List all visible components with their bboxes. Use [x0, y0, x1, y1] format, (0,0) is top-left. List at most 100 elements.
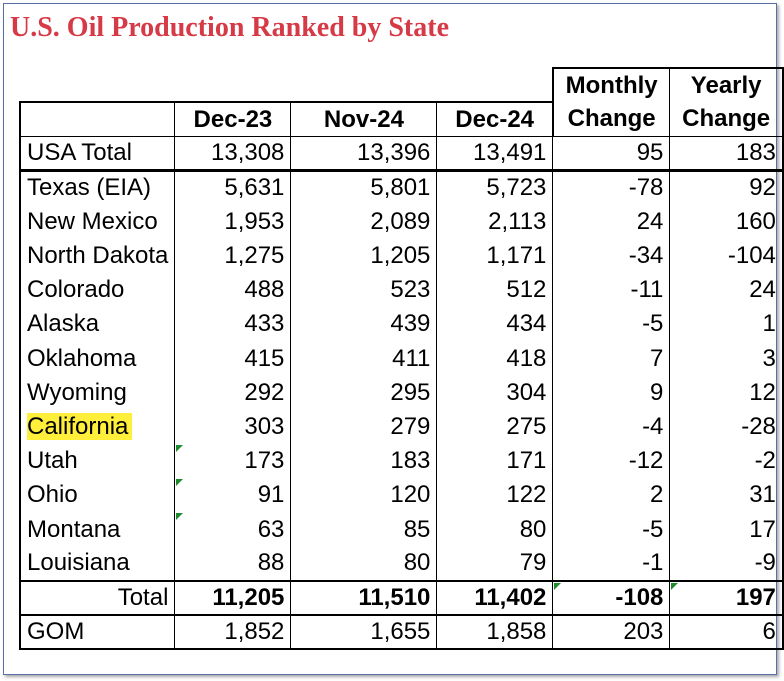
cell-dec24: 275: [436, 409, 554, 445]
cell-yearly: 12: [669, 375, 784, 410]
total-row: Total 11,205 11,510 11,402 -108 197: [19, 579, 784, 615]
header-yearly-top: Yearly: [669, 66, 784, 103]
cell-dec23: 173: [174, 444, 292, 479]
row-label: New Mexico: [19, 204, 176, 239]
row-label: Louisiana: [19, 546, 176, 581]
cell-yearly: 160: [669, 204, 784, 239]
cell-nov24: 85: [290, 512, 438, 547]
cell-nov24: 411: [290, 341, 438, 376]
page-title: U.S. Oil Production Ranked by State: [10, 12, 449, 43]
cell-dec23: 292: [174, 375, 292, 410]
cell-dec23: 88: [174, 546, 292, 581]
highlighted-label: California: [27, 412, 133, 440]
cell-nov24: 1,205: [290, 238, 438, 274]
row-label: Total: [19, 579, 176, 615]
row-label: Montana: [19, 512, 176, 547]
cell-dec23: 415: [174, 341, 292, 376]
cell-monthly: 95: [552, 135, 671, 171]
cell-monthly: -1: [552, 546, 671, 581]
table-row: Utah 173 183 171 -12 -2: [19, 444, 784, 479]
row-label: GOM: [19, 613, 176, 651]
cell-dec24: 304: [436, 375, 554, 410]
cell-nov24: 295: [290, 375, 438, 410]
cell-monthly: 203: [552, 613, 671, 651]
row-label: Alaska: [19, 307, 176, 342]
header-row-top: Monthly Yearly: [20, 66, 784, 103]
table-row: Texas (EIA) 5,631 5,801 5,723 -78 92: [19, 169, 784, 205]
cell-dec24: 418: [436, 341, 554, 376]
cell-dec23: 1,275: [174, 238, 292, 274]
cell-dec23: 1,852: [174, 613, 292, 651]
table-row: Montana 63 85 80 -5 17: [19, 512, 784, 547]
table-row: Louisiana 88 80 79 -1 -9: [19, 546, 784, 581]
cell-dec24: 11,402: [436, 579, 554, 615]
table-row: North Dakota 1,275 1,205 1,171 -34 -104: [19, 238, 784, 274]
table-row: New Mexico 1,953 2,089 2,113 24 160: [19, 204, 784, 239]
row-label: Oklahoma: [19, 341, 176, 376]
header-monthly-top: Monthly: [551, 66, 671, 103]
header-dec24: Dec-24: [436, 101, 554, 137]
cell-monthly: 24: [552, 204, 671, 239]
row-label: Utah: [19, 444, 176, 479]
table-row: Ohio 91 120 122 2 31: [19, 478, 784, 513]
cell-yearly: 92: [669, 169, 784, 205]
cell-dec23: 11,205: [174, 579, 292, 615]
cell-nov24: 120: [290, 478, 438, 513]
cell-monthly: -4: [552, 409, 671, 445]
cell-dec24: 80: [436, 512, 554, 547]
production-table: Monthly Yearly Dec-23 Nov-24 Dec-24 Chan…: [19, 66, 784, 651]
cell-dec24: 512: [436, 273, 554, 308]
cell-nov24: 5,801: [290, 169, 438, 205]
header-dec23: Dec-23: [174, 101, 292, 137]
cell-nov24: 11,510: [290, 579, 438, 615]
cell-yearly: 183: [669, 135, 784, 171]
cell-yearly: 17: [669, 512, 784, 547]
cell-monthly: -108: [552, 579, 671, 615]
cell-monthly: -11: [552, 273, 671, 308]
cell-yearly: 6: [669, 613, 784, 651]
cell-dec24: 5,723: [436, 169, 554, 205]
cell-dec23: 488: [174, 273, 292, 308]
cell-nov24: 279: [290, 409, 438, 445]
row-label: USA Total: [19, 135, 176, 171]
header-yearly-change: Change: [669, 102, 784, 137]
cell-dec23: 13,308: [174, 135, 292, 171]
cell-dec23: 5,631: [174, 169, 292, 205]
cell-dec24: 79: [436, 546, 554, 581]
table-row: Alaska 433 439 434 -5 1: [19, 307, 784, 342]
cell-yearly: 24: [669, 273, 784, 308]
table-row: Colorado 488 523 512 -11 24: [19, 273, 784, 308]
cell-nov24: 2,089: [290, 204, 438, 239]
cell-dec24: 13,491: [436, 135, 554, 171]
cell-monthly: 9: [552, 375, 671, 410]
cell-yearly: -2: [669, 444, 784, 479]
cell-nov24: 523: [290, 273, 438, 308]
cell-monthly: -5: [552, 307, 671, 342]
cell-nov24: 80: [290, 546, 438, 581]
cell-dec24: 1,858: [436, 613, 554, 651]
cell-nov24: 13,396: [290, 135, 438, 171]
header-nov24: Nov-24: [290, 101, 438, 137]
cell-nov24: 183: [290, 444, 438, 479]
cell-monthly: -5: [552, 512, 671, 547]
row-label: Texas (EIA): [19, 169, 176, 205]
cell-yearly: 3: [669, 341, 784, 376]
cell-nov24: 1,655: [290, 613, 438, 651]
row-label: North Dakota: [19, 238, 176, 274]
table-row: Oklahoma 415 411 418 7 3: [19, 341, 784, 376]
cell-dec23: 91: [174, 478, 292, 513]
header-monthly-change: Change: [551, 102, 671, 137]
cell-monthly: -78: [552, 169, 671, 205]
row-label: California: [19, 409, 176, 445]
cell-monthly: 7: [552, 341, 671, 376]
cell-yearly: 31: [669, 478, 784, 513]
cell-yearly: -28: [669, 409, 784, 445]
cell-yearly: -104: [669, 238, 784, 274]
cell-dec23: 63: [174, 512, 292, 547]
cell-nov24: 439: [290, 307, 438, 342]
cell-yearly: 1: [669, 307, 784, 342]
cell-dec24: 434: [436, 307, 554, 342]
cell-dec24: 2,113: [436, 204, 554, 239]
cell-dec24: 171: [436, 444, 554, 479]
cell-yearly: -9: [669, 546, 784, 581]
